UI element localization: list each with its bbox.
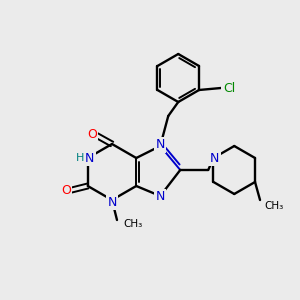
Text: O: O <box>61 184 71 197</box>
Text: CH₃: CH₃ <box>264 201 283 211</box>
Text: CH₃: CH₃ <box>123 219 142 229</box>
Text: N: N <box>210 152 219 164</box>
Text: O: O <box>87 128 97 140</box>
Text: N: N <box>85 152 94 164</box>
Text: Cl: Cl <box>223 82 235 94</box>
Text: H: H <box>76 153 84 163</box>
Text: N: N <box>156 139 165 152</box>
Text: N: N <box>107 196 117 208</box>
Text: N: N <box>156 190 165 203</box>
